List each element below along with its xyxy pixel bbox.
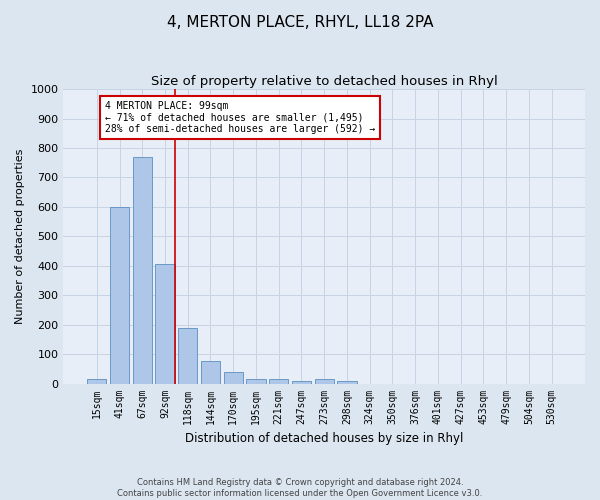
Bar	[110, 207, 129, 384]
Bar	[314, 380, 334, 384]
Text: 4, MERTON PLACE, RHYL, LL18 2PA: 4, MERTON PLACE, RHYL, LL18 2PA	[167, 15, 433, 30]
Bar	[247, 378, 266, 384]
Bar	[201, 362, 220, 384]
Text: Contains HM Land Registry data © Crown copyright and database right 2024.
Contai: Contains HM Land Registry data © Crown c…	[118, 478, 482, 498]
Bar	[269, 379, 289, 384]
Bar	[87, 379, 106, 384]
Bar	[337, 381, 356, 384]
Bar	[178, 328, 197, 384]
Bar	[155, 264, 175, 384]
Text: 4 MERTON PLACE: 99sqm
← 71% of detached houses are smaller (1,495)
28% of semi-d: 4 MERTON PLACE: 99sqm ← 71% of detached …	[105, 101, 376, 134]
Y-axis label: Number of detached properties: Number of detached properties	[15, 148, 25, 324]
X-axis label: Distribution of detached houses by size in Rhyl: Distribution of detached houses by size …	[185, 432, 463, 445]
Bar	[292, 380, 311, 384]
Bar	[224, 372, 243, 384]
Title: Size of property relative to detached houses in Rhyl: Size of property relative to detached ho…	[151, 75, 497, 88]
Bar	[133, 157, 152, 384]
